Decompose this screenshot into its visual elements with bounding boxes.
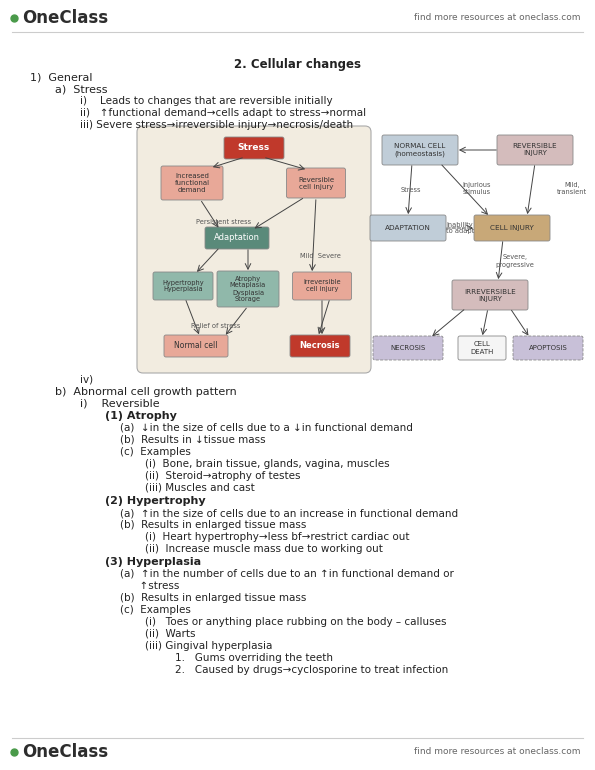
FancyBboxPatch shape [452,280,528,310]
Text: Adaptation: Adaptation [214,233,260,243]
Text: b)  Abnormal cell growth pattern: b) Abnormal cell growth pattern [55,387,237,397]
Text: (b)  Results in enlarged tissue mass: (b) Results in enlarged tissue mass [120,520,306,530]
Text: 2. Cellular changes: 2. Cellular changes [233,58,361,71]
Text: APOPTOSIS: APOPTOSIS [528,345,568,351]
FancyBboxPatch shape [205,227,269,249]
FancyBboxPatch shape [513,336,583,360]
Text: (b)  Results in enlarged tissue mass: (b) Results in enlarged tissue mass [120,593,306,603]
Text: Mild,
transient: Mild, transient [557,182,587,195]
Text: (a)  ↑in the size of cells due to an increase in functional demand: (a) ↑in the size of cells due to an incr… [120,508,458,518]
Text: (2) Hypertrophy: (2) Hypertrophy [105,496,206,506]
Text: Necrosis: Necrosis [300,342,340,350]
FancyBboxPatch shape [382,135,458,165]
Text: Stress: Stress [401,187,421,193]
Text: CELL
DEATH: CELL DEATH [470,342,494,354]
Text: CELL INJURY: CELL INJURY [490,225,534,231]
Text: a)  Stress: a) Stress [55,84,108,94]
Text: (i)   Toes or anything place rubbing on the body – calluses: (i) Toes or anything place rubbing on th… [145,617,446,627]
Text: ↑stress: ↑stress [120,581,179,591]
Text: ii)   ↑functional demand→cells adapt to stress→normal: ii) ↑functional demand→cells adapt to st… [80,108,366,118]
Text: ADAPTATION: ADAPTATION [385,225,431,231]
Text: Inability
to adapt: Inability to adapt [446,222,474,235]
Text: Irreversible
cell injury: Irreversible cell injury [303,280,341,293]
FancyBboxPatch shape [290,335,350,357]
FancyBboxPatch shape [287,168,346,198]
Text: 1)  General: 1) General [30,72,92,82]
Text: Persistent stress: Persistent stress [196,219,252,225]
Text: Increased
functional
demand: Increased functional demand [174,173,209,193]
FancyBboxPatch shape [217,271,279,307]
Text: IRREVERSIBLE
INJURY: IRREVERSIBLE INJURY [464,289,516,302]
Text: OneClass: OneClass [22,743,108,761]
Text: (c)  Examples: (c) Examples [120,605,191,615]
Text: find more resources at oneclass.com: find more resources at oneclass.com [414,14,580,22]
Text: (i)  Heart hypertrophy→less bf→restrict cardiac out: (i) Heart hypertrophy→less bf→restrict c… [145,532,409,542]
Text: Mild  Severe: Mild Severe [299,253,340,259]
Text: Stress: Stress [238,143,270,152]
Text: (b)  Results in ↓tissue mass: (b) Results in ↓tissue mass [120,435,265,445]
FancyBboxPatch shape [370,215,446,241]
Text: (a)  ↓in the size of cells due to a ↓in functional demand: (a) ↓in the size of cells due to a ↓in f… [120,423,413,433]
Text: Relief of stress: Relief of stress [192,323,241,329]
Text: iv): iv) [80,375,93,385]
Text: find more resources at oneclass.com: find more resources at oneclass.com [414,748,580,756]
Text: (ii)  Increase muscle mass due to working out: (ii) Increase muscle mass due to working… [145,544,383,554]
Text: 2.   Caused by drugs→cyclosporine to treat infection: 2. Caused by drugs→cyclosporine to treat… [175,665,448,675]
Text: Atrophy
Metaplasia
Dysplasia
Storage: Atrophy Metaplasia Dysplasia Storage [230,276,266,303]
FancyBboxPatch shape [497,135,573,165]
Text: (i)  Bone, brain tissue, glands, vagina, muscles: (i) Bone, brain tissue, glands, vagina, … [145,459,390,469]
Text: Normal cell: Normal cell [174,342,218,350]
Text: (ii)  Steroid→atrophy of testes: (ii) Steroid→atrophy of testes [145,471,300,481]
Text: i)    Leads to changes that are reversible initially: i) Leads to changes that are reversible … [80,96,333,106]
Text: NECROSIS: NECROSIS [390,345,425,351]
Text: (1) Atrophy: (1) Atrophy [105,411,177,421]
FancyBboxPatch shape [373,336,443,360]
Text: Injurious
stimulus: Injurious stimulus [463,182,491,195]
Text: (a)  ↑in the number of cells due to an ↑in functional demand or: (a) ↑in the number of cells due to an ↑i… [120,569,454,579]
FancyBboxPatch shape [293,272,352,300]
FancyBboxPatch shape [224,137,284,159]
Text: (c)  Examples: (c) Examples [120,447,191,457]
Text: 1.   Gums overriding the teeth: 1. Gums overriding the teeth [175,653,333,663]
Text: (ii)  Warts: (ii) Warts [145,629,196,639]
Text: (3) Hyperplasia: (3) Hyperplasia [105,557,201,567]
Text: i)    Reversible: i) Reversible [80,399,159,409]
Text: (iii) Muscles and cast: (iii) Muscles and cast [145,483,255,493]
FancyBboxPatch shape [458,336,506,360]
FancyBboxPatch shape [161,166,223,200]
Text: Hypertrophy
Hyperplasia: Hypertrophy Hyperplasia [162,280,204,293]
Text: Reversible
cell injury: Reversible cell injury [298,176,334,189]
Text: iii) Severe stress→irreversible injury→necrosis/death: iii) Severe stress→irreversible injury→n… [80,120,353,130]
Text: Severe,
progressive: Severe, progressive [496,255,534,267]
FancyBboxPatch shape [474,215,550,241]
FancyBboxPatch shape [164,335,228,357]
Text: (iii) Gingival hyperplasia: (iii) Gingival hyperplasia [145,641,273,651]
Text: OneClass: OneClass [22,9,108,27]
FancyBboxPatch shape [153,272,213,300]
Text: NORMAL CELL
(homeostasis): NORMAL CELL (homeostasis) [394,143,446,157]
FancyBboxPatch shape [137,126,371,373]
Text: REVERSIBLE
INJURY: REVERSIBLE INJURY [513,143,558,156]
